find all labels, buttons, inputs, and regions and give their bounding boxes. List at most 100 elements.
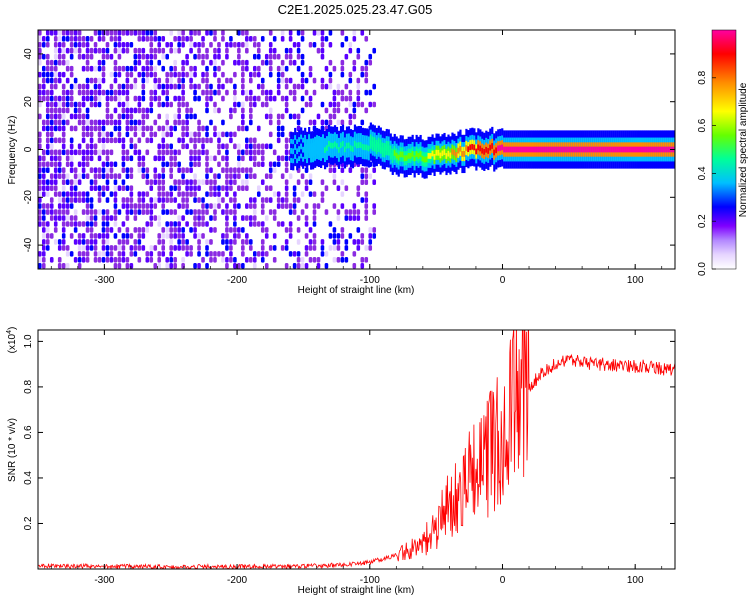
spectrogram-cell [73,125,78,132]
spectrogram-cell [209,251,213,257]
spectrogram-cell [245,173,249,179]
spectrogram-cell [189,30,193,36]
spectrogram-cell [157,101,162,108]
x-tick-label: -100 [360,275,380,286]
spectrogram-cell [288,209,293,215]
spectrogram-cell [264,53,269,60]
spectrogram-cell [101,227,106,233]
spectrogram-cell [85,131,90,138]
signal-cell [515,146,518,153]
spectrogram-cell [73,83,78,90]
spectrogram-cell [129,119,134,126]
spectrogram-cell [217,203,221,209]
spectrogram-cell [165,221,169,227]
spectrogram-cell [193,173,197,179]
spectrogram-cell [209,215,213,221]
spectrogram-cell [288,35,293,42]
spectrogram-cell [133,53,138,60]
spectrogram-cell [169,47,173,54]
signal-cell [451,148,454,155]
spectrogram-cell [205,221,209,227]
spectrogram-cell [292,185,297,191]
spectrogram-cell [161,167,166,174]
snr-scale-label: (x104) [6,327,18,354]
signal-cell [393,150,396,156]
spectrogram-cell [89,233,94,239]
spectrogram-cell [256,125,261,132]
spectrogram-cell [57,191,62,197]
spectrogram-cell [245,257,249,263]
spectrogram-cell [113,89,118,96]
spectrogram-cell [89,65,94,72]
signal-cell [503,146,506,153]
spectrogram-cell [169,209,173,215]
spectrogram-cell [173,197,177,203]
spectrogram-cell [173,125,177,132]
spectrogram-cell [93,83,98,90]
spectrogram-cell [161,125,166,132]
colorbar-tick-label: 0.0 [697,262,708,276]
spectrogram-cell [137,167,142,174]
spectrogram-cell [73,30,78,36]
spectrogram-cell [197,125,201,132]
snr-scale-close: ) [7,327,18,330]
spectrogram-cell [189,149,193,156]
spectrogram-cell [181,30,185,36]
spectrogram-cell [213,173,217,179]
spectrogram-cell [149,95,154,102]
spectrogram-cell [268,107,273,114]
spectrogram-cell [113,95,118,102]
spectrogram-cell [77,197,82,203]
spectrogram-cell [165,161,169,168]
spectrogram-cell [245,185,249,191]
signal-cell [318,145,321,151]
spectrogram-cell [117,95,122,102]
spectrogram-cell [85,197,90,203]
spectrogram-cell [249,239,253,245]
x-tick-label: 0 [500,575,506,586]
spectrogram-cell [185,245,189,251]
spectrogram-cell [300,257,305,263]
spectrogram-cell [340,227,345,233]
spectrogram-cell [117,47,122,54]
spectrogram-cell [197,161,201,168]
spectrogram-cell [105,30,110,36]
spectrogram-cell [69,95,74,102]
spectrogram-cell [77,233,82,239]
spectrogram-cell [209,30,213,36]
spectrogram-cell [121,41,126,48]
spectrogram-cell [157,83,162,90]
signal-cell [513,146,516,153]
spectrogram-cell [157,59,162,66]
spectrogram-cell [113,125,118,132]
spectrogram-cell [133,119,138,126]
spectrogram-cell [356,83,361,90]
spectrogram-cell [141,71,146,78]
spectrogram-cell [185,143,189,150]
signal-cell [658,146,661,153]
spectrogram-cell [157,47,162,54]
spectrogram-cell [105,113,110,120]
spectrogram-cell [260,161,265,168]
spectrogram-cell [197,209,201,215]
spectrogram-cell [165,197,169,203]
spectrogram-cell [141,155,146,162]
spectrogram-cell [85,221,90,227]
spectrogram-cell [328,233,333,239]
spectrogram-cell [249,35,253,42]
spectrogram-cell [193,71,197,78]
spectrogram-cell [141,245,146,251]
spectrogram-cell [272,35,277,42]
spectrogram-cell [141,173,146,179]
spectrogram-cell [149,137,154,144]
spectrogram-cell [121,65,126,72]
spectrogram-cell [85,161,90,168]
spectrogram-cell [57,113,62,120]
spectrogram-cell [332,65,337,72]
spectrogram-cell [149,179,154,185]
spectrogram-cell [145,107,150,114]
spectrogram-cell [77,179,82,185]
spectrogram-cell [137,119,142,126]
spectrogram-cell [41,125,46,132]
spectrogram-cell [149,107,154,114]
